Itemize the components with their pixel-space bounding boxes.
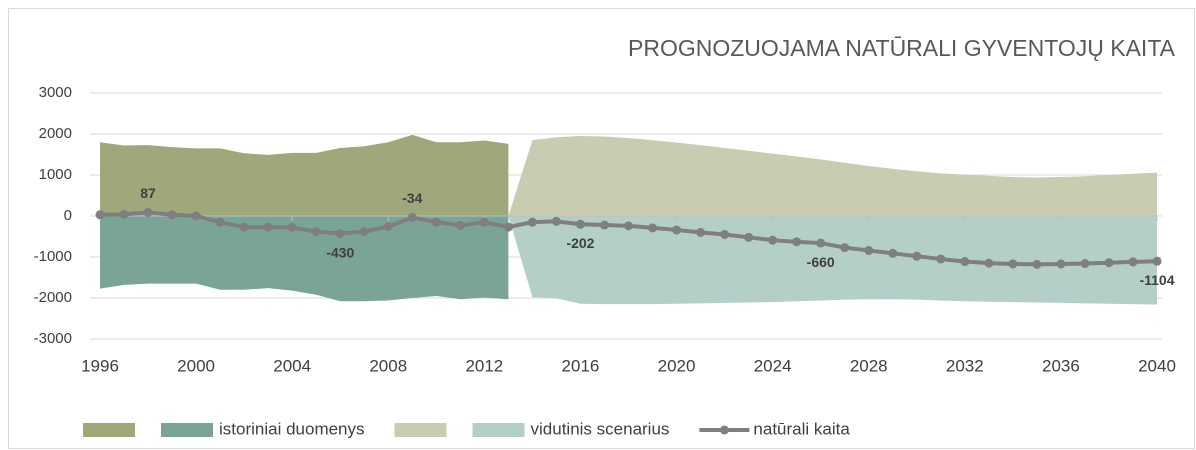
line-marker (311, 227, 321, 237)
areas (99, 134, 1158, 305)
line-marker (287, 222, 297, 232)
line-marker (119, 209, 129, 219)
line-marker (816, 238, 826, 248)
line-marker (95, 210, 105, 220)
line-marker (744, 232, 754, 242)
area (100, 216, 509, 302)
x-tick-label: 1996 (81, 356, 119, 375)
line-marker (864, 245, 874, 255)
line-marker (527, 217, 537, 227)
legend-swatch (83, 423, 135, 437)
line-marker (720, 229, 730, 239)
y-tick-label: -2000 (34, 289, 72, 306)
line-marker (575, 219, 585, 229)
line-marker (888, 248, 898, 258)
line-marker (792, 237, 802, 247)
line-marker (672, 225, 682, 235)
line-marker (431, 217, 441, 227)
line-marker (215, 217, 225, 227)
y-tick-label: 3000 (39, 84, 72, 101)
y-tick-label: 2000 (39, 125, 72, 142)
x-tick-label: 2004 (273, 356, 311, 375)
line-marker (263, 222, 273, 232)
data-label: -1104 (1139, 272, 1174, 288)
line-marker (984, 258, 994, 268)
y-tick-label: 0 (64, 207, 72, 224)
line-marker (1128, 257, 1138, 267)
x-tick-label: 2016 (562, 356, 600, 375)
line-marker (383, 222, 393, 232)
x-tick-label: 2020 (658, 356, 696, 375)
legend-swatch (161, 423, 213, 437)
x-tick-label: 2000 (177, 356, 215, 375)
data-label: 87 (140, 185, 156, 201)
line-marker (1104, 258, 1114, 268)
line-marker (455, 220, 465, 230)
x-tick-label: 2008 (369, 356, 407, 375)
line-marker (143, 207, 153, 217)
area (100, 134, 509, 216)
line-marker (479, 217, 489, 227)
line-marker (768, 235, 778, 245)
legend-swatch (394, 423, 447, 437)
area (508, 216, 1157, 305)
x-tick-label: 2012 (465, 356, 503, 375)
y-tick-label: 1000 (39, 166, 72, 183)
y-tick-label: -3000 (34, 330, 72, 347)
line-marker (239, 222, 249, 232)
legend-label: natūrali kaita (753, 419, 850, 438)
line-marker (167, 210, 177, 220)
y-tick-label: -1000 (34, 248, 72, 265)
line-marker (191, 211, 201, 221)
x-tick-label: 2032 (946, 356, 984, 375)
data-label: -34 (402, 190, 422, 206)
legend-label: vidutinis scenarius (531, 419, 670, 438)
legend-swatch (472, 423, 525, 437)
x-tick-label: 2028 (850, 356, 888, 375)
area (508, 136, 1157, 216)
data-label: -660 (807, 254, 835, 270)
line-marker (624, 221, 633, 231)
line-marker (599, 220, 609, 230)
line-marker (1056, 259, 1066, 269)
line-marker (335, 229, 345, 239)
line-marker (1080, 259, 1090, 269)
x-tick-label: 2036 (1042, 356, 1080, 375)
x-tick-label: 2024 (754, 356, 792, 375)
line-marker (648, 223, 658, 233)
x-tick-label: 2040 (1138, 356, 1176, 375)
line-marker (1032, 259, 1042, 269)
chart-title: PROGNOZUOJAMA NATŪRALI GYVENTOJŲ KAITA (628, 35, 1176, 61)
line-marker (359, 227, 369, 237)
line-marker (912, 251, 922, 261)
lines: 87 -430 -34 -202 -660 -1104 (95, 185, 1175, 288)
line-marker (407, 212, 417, 222)
line-marker (960, 257, 970, 267)
line-marker (840, 243, 850, 253)
line-marker (936, 254, 946, 264)
line-marker (503, 222, 513, 232)
line-marker (1008, 259, 1018, 269)
line-marker (1152, 256, 1162, 266)
data-label: -430 (326, 244, 354, 260)
line-marker (551, 216, 561, 226)
legend-marker (719, 425, 729, 435)
legend-label: istoriniai duomenys (219, 419, 365, 438)
data-label: -202 (566, 235, 594, 251)
line-marker (696, 227, 706, 237)
